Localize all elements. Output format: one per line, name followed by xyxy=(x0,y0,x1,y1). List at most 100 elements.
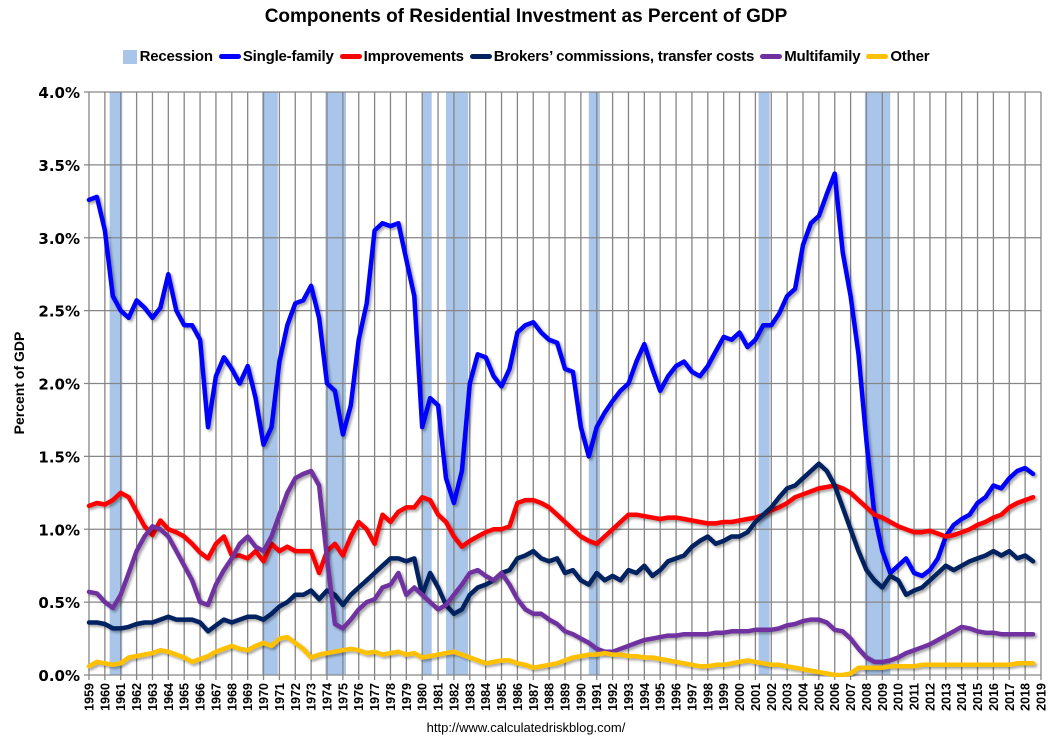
x-tick-label: 1972 xyxy=(289,683,303,711)
legend-label-improvements: Improvements xyxy=(363,48,464,65)
x-tick-label: 1992 xyxy=(606,683,620,711)
x-tick-label: 1978 xyxy=(384,683,398,711)
x-tick-label: 1982 xyxy=(447,683,461,711)
x-tick-label: 1977 xyxy=(368,683,382,711)
x-tick-label: 1998 xyxy=(701,683,715,711)
x-tick-label: 2009 xyxy=(876,683,890,711)
x-tick-label: 1965 xyxy=(178,683,192,711)
legend-swatch-brokers xyxy=(469,54,492,59)
x-tick-label: 1996 xyxy=(670,683,684,711)
x-tick-label: 2012 xyxy=(923,683,937,711)
legend-item-brokers: Brokers’ commissions, transfer costs xyxy=(469,48,755,65)
series-line-other xyxy=(86,634,1036,678)
legend: Recession Single-family Improvements Bro… xyxy=(0,48,1052,65)
x-tick-label: 1989 xyxy=(559,683,573,711)
x-tick-label: 1985 xyxy=(495,683,509,711)
x-tick-label: 1959 xyxy=(83,683,97,711)
legend-swatch-other xyxy=(866,54,889,59)
x-tick-label: 2006 xyxy=(828,683,842,711)
x-tick-label: 1967 xyxy=(209,683,223,711)
x-tick-label: 1994 xyxy=(638,683,652,711)
x-tick-label: 1968 xyxy=(225,683,239,711)
x-tick-label: 1995 xyxy=(654,683,668,711)
legend-label-recession: Recession xyxy=(139,48,213,65)
legend-label-brokers: Brokers’ commissions, transfer costs xyxy=(493,48,755,65)
x-tick-label: 1981 xyxy=(432,683,446,711)
x-tick-label: 1993 xyxy=(622,683,636,711)
legend-item-single-family: Single-family xyxy=(218,48,334,65)
x-tick-label: 2010 xyxy=(892,683,906,711)
source-url: http://www.calculatedriskblog.com/ xyxy=(426,720,626,735)
x-tick-label: 2000 xyxy=(733,683,747,711)
y-tick-label: 0.5% xyxy=(38,594,80,612)
x-tick-label: 2004 xyxy=(797,683,811,711)
legend-item-other: Other xyxy=(866,48,930,65)
x-tick-label: 2013 xyxy=(939,683,953,711)
series-lines xyxy=(86,171,1036,678)
x-tick-label: 1991 xyxy=(590,683,604,711)
axes: 0.0% 0.5% 1.0% 1.5% 2.0% 2.5% 3.0% 3.5% 4.0% 1959… xyxy=(38,84,1048,711)
x-tick-label: 1999 xyxy=(717,683,731,711)
x-tick-label: 1963 xyxy=(146,683,160,711)
x-tick-label: 1997 xyxy=(685,683,699,711)
x-tick-label: 1976 xyxy=(352,683,366,711)
legend-swatch-multifamily xyxy=(760,54,783,59)
x-tick-label: 1961 xyxy=(114,683,128,711)
chart-title: Components of Residential Investment as … xyxy=(264,6,788,27)
x-tick-label: 2017 xyxy=(1003,683,1017,711)
x-tick-label: 1986 xyxy=(511,683,525,711)
x-tick-label: 1984 xyxy=(479,683,493,711)
x-tick-label: 2008 xyxy=(860,683,874,711)
x-tick-label: 1987 xyxy=(527,683,541,711)
x-tick-label: 1966 xyxy=(194,683,208,711)
x-tick-label: 1979 xyxy=(400,683,414,711)
x-tick-label: 1988 xyxy=(543,683,557,711)
series-line-brokers-commissions-transfer-costs xyxy=(86,461,1036,634)
x-tick-label: 2015 xyxy=(971,683,985,711)
legend-label-multifamily: Multifamily xyxy=(784,48,861,65)
x-tick-label: 2007 xyxy=(844,683,858,711)
x-tick-label: 1990 xyxy=(574,683,588,711)
y-axis-label: Percent of GDP xyxy=(11,332,27,435)
legend-item-multifamily: Multifamily xyxy=(760,48,861,65)
y-tick-label: 3.0% xyxy=(38,230,80,248)
series-line-multifamily xyxy=(86,468,1036,665)
y-tick-label: 0.0% xyxy=(38,667,80,685)
legend-item-improvements: Improvements xyxy=(339,48,464,65)
y-tick-label: 3.5% xyxy=(38,157,80,175)
x-tick-label: 2001 xyxy=(749,683,763,711)
legend-swatch-single-family xyxy=(218,54,241,59)
legend-item-recession: Recession xyxy=(122,48,213,65)
series-line-improvements xyxy=(86,483,1036,576)
series-line-single-family xyxy=(86,171,1036,579)
y-tick-label: 2.5% xyxy=(38,303,80,321)
x-tick-label: 2014 xyxy=(955,683,969,711)
x-tick-label: 1962 xyxy=(130,683,144,711)
y-tick-label: 1.0% xyxy=(38,521,80,539)
y-tick-label: 4.0% xyxy=(38,84,80,102)
legend-swatch-recession xyxy=(122,49,137,64)
x-tick-label: 2002 xyxy=(765,683,779,711)
legend-swatch-improvements xyxy=(339,54,362,59)
x-tick-label: 1983 xyxy=(463,683,477,711)
x-tick-label: 1970 xyxy=(257,683,271,711)
x-tick-label: 2018 xyxy=(1019,683,1033,711)
legend-label-single-family: Single-family xyxy=(242,48,334,65)
gridlines xyxy=(84,91,1042,680)
y-tick-label: 1.5% xyxy=(38,448,80,466)
x-tick-label: 1969 xyxy=(241,683,255,711)
y-tick-label: 2.0% xyxy=(38,376,80,394)
x-tick-label: 1975 xyxy=(336,683,350,711)
x-tick-label: 2005 xyxy=(812,683,826,711)
x-tick-label: 2016 xyxy=(987,683,1001,711)
x-tick-label: 1974 xyxy=(321,683,335,711)
x-tick-label: 1980 xyxy=(416,683,430,711)
x-tick-label: 2019 xyxy=(1035,683,1049,711)
x-tick-label: 2003 xyxy=(781,683,795,711)
x-tick-label: 1971 xyxy=(273,683,287,711)
x-tick-label: 1964 xyxy=(162,683,176,711)
x-tick-label: 2011 xyxy=(908,683,922,710)
x-tick-label: 1960 xyxy=(98,683,112,711)
legend-label-other: Other xyxy=(890,48,930,65)
